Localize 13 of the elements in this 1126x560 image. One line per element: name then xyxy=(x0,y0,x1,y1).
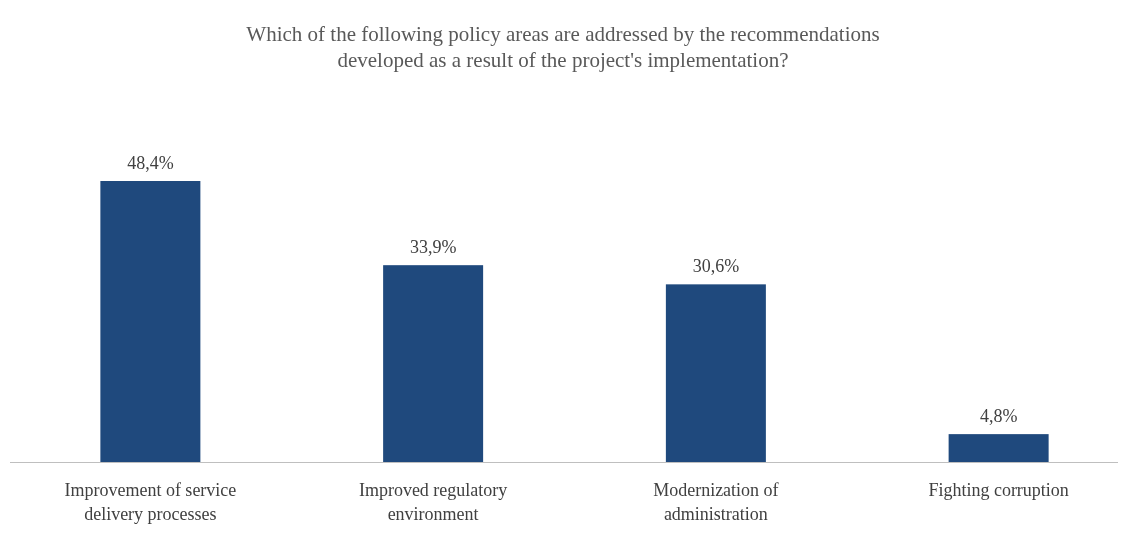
bar xyxy=(948,434,1049,462)
x-tick-label: Fighting corruption xyxy=(928,480,1069,500)
data-label: 33,9% xyxy=(409,237,457,258)
data-label: 48,4% xyxy=(127,153,174,173)
data-label: 30,6% xyxy=(692,256,740,277)
chart-title: Which of the following policy areas are addressed by the recommendations developed as a result of the project's implementation? xyxy=(246,22,880,72)
bar xyxy=(665,284,766,462)
x-tick-label: Improvement of service delivery processes xyxy=(64,480,237,524)
x-tick-label: Improved regulatory environment xyxy=(358,480,508,524)
x-tick-label: Modernization of administration xyxy=(653,480,779,524)
bar xyxy=(383,265,484,462)
data-label: 4,8% xyxy=(979,406,1018,427)
bar xyxy=(100,181,201,462)
